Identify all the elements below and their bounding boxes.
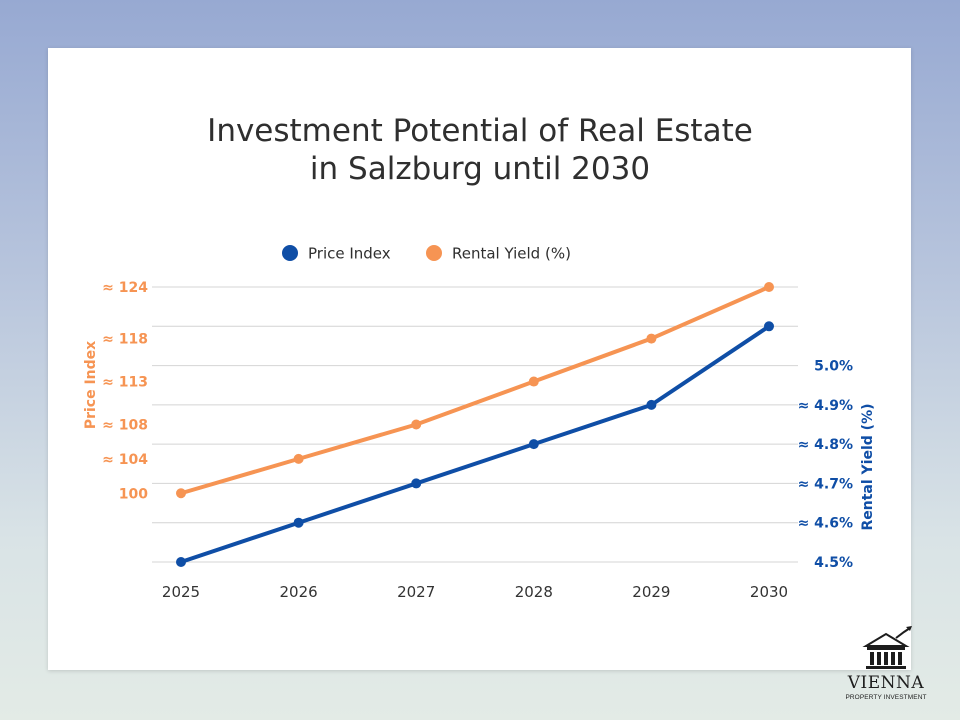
x-tick-label: 2026 [280, 583, 318, 601]
building-chart-icon [862, 626, 912, 669]
y-right-tick-label: 5.0% [814, 359, 853, 375]
chart-card [48, 48, 911, 670]
legend-label: Price Index [308, 245, 391, 263]
y-left-tick-label: ≈ 113 [102, 375, 148, 391]
legend-marker [282, 245, 298, 261]
data-point-price-index [176, 488, 186, 499]
chart-title: Investment Potential of Real Estate in S… [0, 112, 960, 188]
data-point-rental-yield [646, 399, 657, 410]
data-point-rental-yield [764, 321, 774, 332]
y-right-axis-title: Rental Yield (%) [860, 403, 876, 530]
y-left-tick-label: ≈ 108 [102, 418, 148, 434]
y-left-tick-label: 100 [119, 486, 148, 502]
data-point-rental-yield [528, 439, 539, 450]
data-point-rental-yield [176, 557, 186, 567]
y-right-tick-label: 4.5% [814, 555, 853, 571]
y-right-tick-label: ≈ 4.9% [798, 398, 853, 414]
data-point-rental-yield [411, 478, 422, 489]
y-left-axis-title: Price Index [83, 341, 99, 429]
x-tick-label: 2027 [397, 583, 435, 601]
series-line-price-index [179, 285, 771, 496]
y-left-tick-label: ≈ 118 [102, 332, 148, 348]
logo-name: VIENNA [847, 673, 925, 693]
y-right-tick-label: ≈ 4.8% [798, 437, 853, 453]
data-point-price-index [293, 453, 304, 464]
company-logo: VIENNA PROPERTY INVESTMENT [840, 626, 932, 706]
data-point-price-index [411, 419, 422, 430]
data-point-rental-yield [293, 517, 304, 528]
x-tick-label: 2025 [162, 583, 200, 601]
x-tick-label: 2028 [515, 583, 553, 601]
legend-marker [426, 245, 442, 261]
data-point-price-index [646, 333, 657, 344]
legend-label: Rental Yield (%) [452, 245, 571, 263]
x-tick-label: 2030 [750, 583, 788, 601]
series-line-rental-yield [179, 324, 771, 564]
data-point-price-index [528, 376, 539, 387]
y-right-tick-label: ≈ 4.6% [798, 516, 853, 532]
y-left-tick-label: ≈ 124 [102, 280, 148, 296]
x-tick-label: 2029 [632, 583, 670, 601]
logo-tagline: PROPERTY INVESTMENT [845, 694, 927, 701]
y-right-tick-label: ≈ 4.7% [798, 476, 853, 492]
y-left-tick-label: ≈ 104 [102, 452, 148, 468]
chart-title-line-2: in Salzburg until 2030 [309, 151, 651, 187]
chart-title-line-1: Investment Potential of Real Estate [207, 113, 753, 149]
data-point-price-index [764, 282, 774, 292]
